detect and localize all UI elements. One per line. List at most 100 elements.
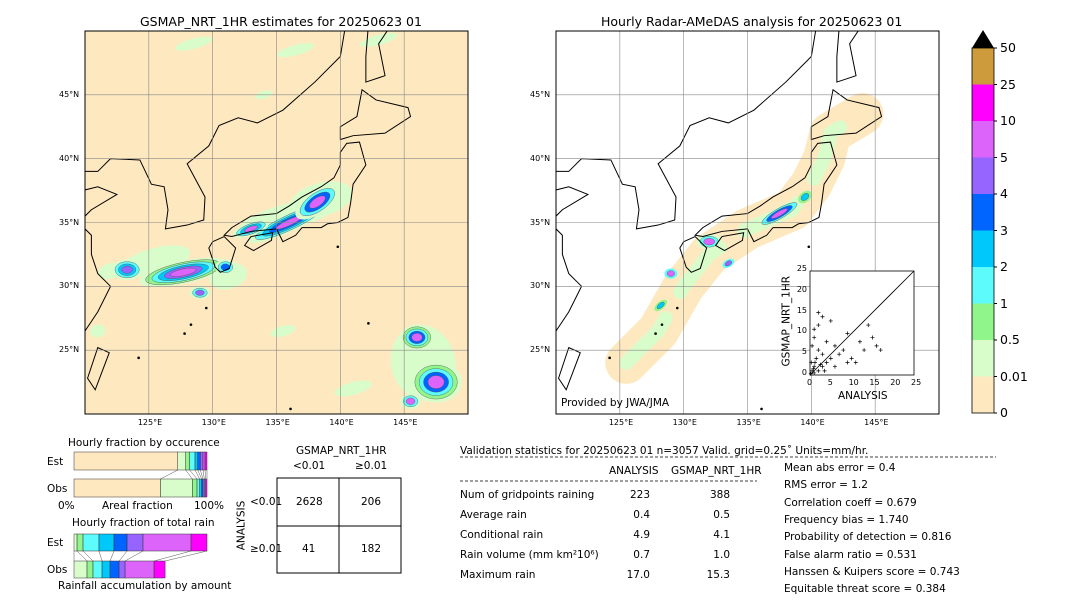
colorbar-label: 0.5 xyxy=(1000,332,1020,347)
occurrence-est-segment xyxy=(197,451,201,471)
scatter-point xyxy=(812,370,817,375)
colorbar-label: 5 xyxy=(1000,149,1008,165)
lon-tick-label: 130°E xyxy=(201,418,226,427)
colorbar-bin xyxy=(972,376,994,413)
coastline-honshu xyxy=(694,141,838,243)
rain-obs-segment xyxy=(153,560,166,579)
colorbar-extend-arrow xyxy=(972,30,994,48)
scatter-point xyxy=(809,360,814,365)
occurrence-obs-segment xyxy=(196,478,200,498)
occurrence-est-segment xyxy=(189,451,196,471)
occurrence-est-segment xyxy=(177,451,186,471)
scatter-point xyxy=(812,364,817,369)
rain-area xyxy=(334,380,372,397)
lon-tick-label: 140°E xyxy=(800,418,825,427)
scatter-point xyxy=(820,352,825,357)
connector-line xyxy=(124,550,144,562)
rain-area xyxy=(667,270,675,277)
score-item: Correlation coeff = 0.679 xyxy=(784,496,917,509)
row-label: ≥0.01 xyxy=(250,543,283,555)
colorbar-label: 0.01 xyxy=(1000,368,1028,384)
lon-tick-label: 145°E xyxy=(864,418,889,427)
scatter-y-tick: 15 xyxy=(796,305,807,315)
island xyxy=(654,332,657,335)
scatter-x-tick: 10 xyxy=(848,378,859,387)
scatter-point xyxy=(816,348,821,353)
scatter-point xyxy=(857,339,862,344)
lat-tick-label: 40°N xyxy=(530,153,551,163)
connector-line xyxy=(82,550,94,562)
scatter-y-tick: 5 xyxy=(801,347,807,357)
rain-area xyxy=(427,375,445,389)
left-map-title: GSMAP_NRT_1HR estimates for 20250623 01 xyxy=(140,14,422,29)
scatter-point xyxy=(828,356,833,361)
scatter-point xyxy=(808,371,813,376)
rain-area xyxy=(309,195,326,209)
lon-tick-label: 140°E xyxy=(329,418,354,427)
colorbar-bin xyxy=(972,121,994,158)
stat-value: 4.1 xyxy=(713,529,730,541)
stat-label: Num of gridpoints raining xyxy=(460,489,595,501)
island xyxy=(367,322,370,325)
accumulation-label: Rainfall accumulation by amount xyxy=(58,580,232,592)
rain-area xyxy=(724,260,732,267)
occurrence-obs-segment xyxy=(199,478,202,498)
stat-value: 0.4 xyxy=(633,509,650,521)
rain-est-segment xyxy=(190,533,208,552)
colorbar-bin xyxy=(972,157,994,194)
connector-line xyxy=(98,550,103,562)
est-label: Est xyxy=(47,456,64,468)
rain-est-segment xyxy=(76,533,84,552)
score-item: RMS error = 1.2 xyxy=(784,479,868,492)
lon-tick-label: 130°E xyxy=(672,418,697,427)
contingency-title: GSMAP_NRT_1HR xyxy=(296,445,387,457)
right-map-title: Hourly Radar-AMeDAS analysis for 2025062… xyxy=(601,14,903,29)
scatter-y-tick: 0 xyxy=(801,368,807,377)
lat-tick-label: 35°N xyxy=(59,217,80,227)
rain-area xyxy=(195,289,205,296)
coastline-hokkaido xyxy=(339,88,412,141)
stats-col-header: GSMAP_NRT_1HR xyxy=(671,465,762,477)
lat-tick-label: 40°N xyxy=(59,153,80,163)
island xyxy=(204,306,208,310)
scatter-point xyxy=(841,348,846,353)
rain-area xyxy=(121,265,133,274)
stat-value: 223 xyxy=(629,489,650,501)
island xyxy=(760,407,763,411)
occurrence-est-segment xyxy=(194,451,198,471)
scatter-point xyxy=(818,362,823,367)
coastline-sakhalin xyxy=(365,31,388,83)
colorbar-label: 25 xyxy=(1000,76,1016,92)
rain-est-segment xyxy=(126,533,144,552)
scatter-point xyxy=(849,356,854,361)
connector-line xyxy=(200,469,204,480)
score-item: Probability of detection = 0.816 xyxy=(784,531,952,544)
stat-value: 0.7 xyxy=(633,549,650,561)
scatter-point xyxy=(824,360,829,365)
occurrence-obs-segment xyxy=(73,478,161,498)
map-panel xyxy=(84,30,469,415)
cell: 182 xyxy=(361,543,382,555)
lat-tick-label: 25°N xyxy=(530,345,551,355)
scatter-xlabel: ANALYSIS xyxy=(838,390,888,402)
connector-line xyxy=(185,469,193,480)
stat-value: 0.5 xyxy=(713,509,730,521)
coastline-shikoku xyxy=(243,232,274,252)
scatter-point xyxy=(878,348,883,353)
rain-area xyxy=(220,263,231,271)
est-label-2: Est xyxy=(47,537,64,549)
colorbar-bin xyxy=(972,267,994,304)
colorbar-bin xyxy=(972,194,994,231)
x0-label: 0% xyxy=(58,500,75,512)
connector-line xyxy=(118,550,128,562)
scatter-point xyxy=(810,368,815,373)
scatter-point xyxy=(812,335,817,340)
island xyxy=(189,323,193,326)
scatter-point xyxy=(820,364,825,369)
lon-tick-label: 145°E xyxy=(393,418,418,427)
connector-line xyxy=(165,550,208,562)
rain-area xyxy=(800,193,810,201)
row-label: <0.01 xyxy=(250,496,283,508)
